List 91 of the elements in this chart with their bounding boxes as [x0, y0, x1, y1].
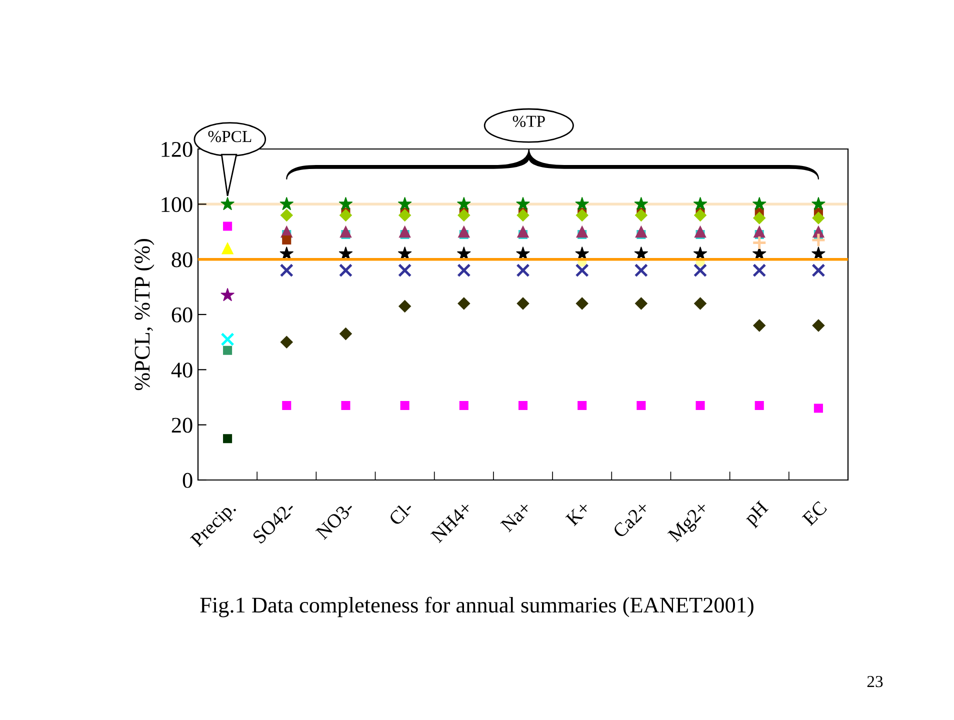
- point: [634, 246, 648, 260]
- point: [222, 242, 234, 254]
- point: [282, 401, 292, 410]
- point: [223, 346, 232, 355]
- point: [810, 232, 826, 248]
- point: [578, 401, 587, 410]
- point: [814, 404, 823, 413]
- point: [516, 264, 530, 278]
- y-tick-label: 120: [162, 142, 192, 157]
- point: [459, 401, 468, 410]
- point: [576, 297, 588, 310]
- x-tick-label: K+: [565, 500, 591, 526]
- point: [223, 434, 232, 444]
- point: [400, 401, 410, 410]
- x-tick-label: Ca2+: [612, 500, 650, 538]
- point: [634, 208, 648, 222]
- point: [754, 401, 764, 410]
- point: [280, 196, 294, 210]
- text: 23: [867, 676, 883, 688]
- point: [516, 246, 530, 260]
- y-tick-label: 40: [171, 362, 192, 378]
- point: [458, 208, 470, 222]
- point: [339, 208, 352, 222]
- point: [220, 288, 234, 302]
- annotation: %PCL: [208, 130, 252, 142]
- point: [338, 196, 353, 210]
- y-tick-label: 20: [172, 418, 192, 433]
- point: [398, 196, 412, 210]
- x-tick-label: pH: [743, 500, 772, 528]
- point: [575, 196, 590, 210]
- point: [223, 222, 232, 231]
- point: [752, 264, 766, 278]
- point: [456, 196, 471, 210]
- point: [340, 226, 352, 238]
- x-tick-label: EC: [802, 500, 828, 526]
- point: [398, 208, 412, 222]
- point: [752, 235, 767, 250]
- point: [341, 401, 350, 410]
- point: [812, 196, 826, 210]
- point: [339, 328, 352, 340]
- text: Fig.1 Data completeness for annual summaries (EANET2001): [200, 596, 754, 618]
- y-tick-label: 0: [182, 472, 192, 488]
- point: [398, 264, 412, 278]
- point: [693, 196, 708, 210]
- point: [516, 196, 530, 210]
- point: [634, 196, 648, 210]
- point: [694, 208, 707, 222]
- point: [457, 264, 471, 278]
- point: [576, 208, 588, 222]
- y-axis-title: %PCL, %TP (%): [134, 239, 154, 390]
- point: [752, 196, 766, 210]
- point: [753, 226, 766, 238]
- point: [634, 297, 648, 310]
- point: [812, 319, 825, 332]
- point: [812, 264, 826, 278]
- point: [280, 264, 294, 278]
- x-tick-label: Cl-: [388, 500, 414, 526]
- point: [398, 226, 411, 238]
- point: [518, 401, 528, 410]
- point: [812, 212, 825, 224]
- point: [694, 226, 706, 238]
- x-tick-label: Na+: [500, 500, 532, 533]
- point: [634, 264, 648, 278]
- point: [458, 297, 470, 310]
- point: [220, 196, 234, 210]
- point: [516, 297, 530, 310]
- point: [516, 208, 530, 222]
- y-tick-label: 80: [172, 252, 192, 268]
- point: [280, 246, 294, 260]
- point: [220, 332, 234, 346]
- point: [693, 264, 708, 278]
- y-tick-label: 60: [172, 307, 192, 322]
- point: [635, 226, 648, 238]
- text: %TP: [512, 116, 545, 128]
- y-tick-label: 100: [162, 197, 192, 212]
- point: [694, 297, 707, 310]
- point: [636, 401, 646, 410]
- point: [812, 246, 826, 260]
- point: [280, 336, 293, 348]
- point: [696, 401, 705, 410]
- point: [576, 226, 588, 238]
- point: [338, 264, 353, 278]
- point: [753, 319, 766, 332]
- point: [398, 300, 412, 312]
- point: [753, 212, 766, 224]
- point: [575, 264, 589, 278]
- point: [282, 236, 292, 245]
- point: [517, 226, 529, 238]
- point: [398, 246, 412, 260]
- point: [280, 208, 293, 222]
- point: [458, 226, 470, 238]
